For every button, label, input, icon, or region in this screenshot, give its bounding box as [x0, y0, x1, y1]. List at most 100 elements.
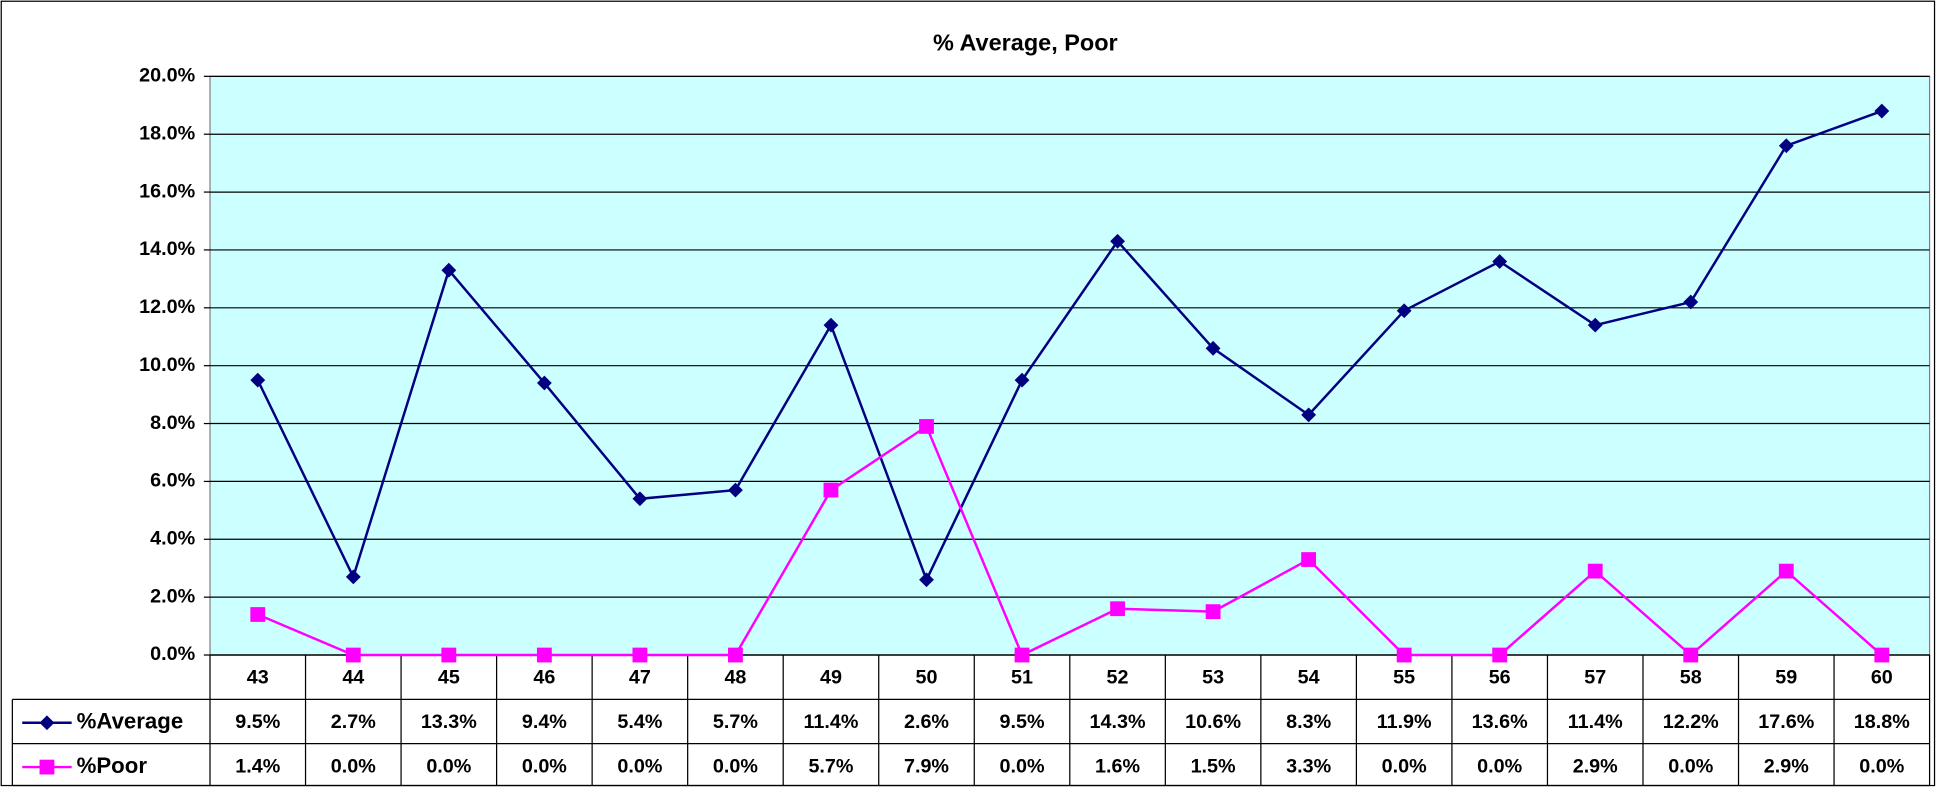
point — [1205, 604, 1221, 620]
data-label: 13.3% — [421, 711, 477, 733]
series-line — [256, 109, 1883, 583]
point — [1587, 563, 1603, 579]
data-label: 11.4% — [804, 711, 859, 733]
data-label: 1.4% — [235, 755, 280, 777]
x-tick-label: 59 — [1775, 667, 1797, 689]
data-label: 7.9% — [904, 755, 949, 777]
x-tick-label: 52 — [1107, 667, 1129, 689]
data-label: 18.8% — [1854, 711, 1910, 733]
data-label: 14.3% — [1090, 711, 1146, 733]
x-tick-label: 48 — [724, 667, 746, 689]
point — [39, 715, 55, 731]
x-tick-label: 44 — [342, 667, 364, 689]
data-label: 0.0% — [1382, 755, 1427, 777]
point — [1874, 103, 1890, 119]
data-label: 11.4% — [1568, 711, 1623, 733]
data-label: 0.0% — [426, 755, 471, 777]
data-label: 0.0% — [1668, 755, 1713, 777]
point — [728, 482, 743, 498]
data-label: 9.5% — [235, 711, 280, 733]
x-tick-label: 45 — [438, 667, 460, 689]
point — [1301, 552, 1317, 567]
y-tick-label: 10.0% — [139, 354, 195, 376]
x-tick-label: 50 — [916, 667, 938, 689]
y-tick-label: 8.0% — [150, 412, 195, 434]
data-label: 0.0% — [331, 755, 376, 777]
data-label: 9.4% — [522, 711, 567, 733]
x-tick-label: 56 — [1489, 667, 1511, 689]
data-label: 5.7% — [808, 755, 853, 777]
x-tick-label: 51 — [1011, 667, 1033, 689]
data-label: 12.2% — [1663, 711, 1719, 733]
point — [1205, 340, 1221, 356]
y-tick-label: 18.0% — [139, 122, 195, 144]
point — [536, 647, 552, 663]
data-label: 2.6% — [904, 711, 949, 733]
y-tick-label: 20.0% — [139, 65, 195, 87]
y-tick-label: 2.0% — [150, 585, 195, 607]
x-tick-label: 47 — [629, 667, 651, 689]
data-label: 0.0% — [522, 755, 567, 777]
data-label: 17.6% — [1758, 711, 1814, 733]
x-tick-label: 49 — [820, 667, 842, 689]
point — [632, 647, 648, 663]
point — [441, 262, 457, 278]
point — [632, 491, 648, 507]
x-tick-label: 54 — [1298, 667, 1320, 689]
x-tick-label: 53 — [1202, 667, 1224, 689]
x-tick-label: 58 — [1680, 667, 1702, 689]
point — [1301, 407, 1317, 423]
data-label: 2.7% — [331, 711, 376, 733]
point — [1110, 601, 1125, 617]
point — [1587, 317, 1603, 333]
point — [1683, 294, 1699, 310]
legend-label: %Poor — [77, 753, 148, 778]
point — [1014, 647, 1030, 663]
data-label: 8.3% — [1286, 711, 1331, 733]
point — [1396, 647, 1412, 663]
data-label: 0.0% — [1859, 755, 1904, 777]
data-label: 0.0% — [713, 755, 758, 777]
data-label: 5.4% — [617, 711, 662, 733]
y-tick-label: 14.0% — [139, 238, 195, 260]
point — [345, 647, 361, 663]
point — [39, 759, 55, 775]
series-line — [257, 424, 1883, 657]
chart-title: % Average, Poor — [933, 30, 1118, 56]
point — [823, 482, 839, 498]
point — [728, 647, 743, 663]
data-label: 11.9% — [1377, 711, 1432, 733]
data-label: 3.3% — [1286, 755, 1331, 777]
y-tick-label: 4.0% — [150, 528, 195, 550]
data-label: 1.5% — [1191, 755, 1236, 777]
point — [823, 317, 839, 333]
point — [441, 647, 457, 663]
x-tick-label: 55 — [1393, 667, 1415, 689]
x-tick-label: 57 — [1584, 667, 1606, 689]
point — [1396, 303, 1412, 319]
point — [1683, 647, 1699, 663]
data-label: 0.0% — [1000, 755, 1045, 777]
data-label: 0.0% — [1477, 755, 1522, 777]
y-tick-label: 0.0% — [150, 643, 195, 665]
point — [1778, 563, 1794, 579]
point — [536, 375, 552, 391]
data-label: 0.0% — [617, 755, 662, 777]
point — [919, 419, 934, 434]
data-label: 5.7% — [713, 711, 758, 733]
data-label: 9.5% — [1000, 711, 1045, 733]
x-tick-label: 60 — [1871, 667, 1893, 689]
y-tick-label: 12.0% — [139, 296, 195, 318]
x-tick-label: 46 — [533, 667, 555, 689]
y-tick-label: 6.0% — [150, 470, 195, 492]
point — [1492, 647, 1508, 663]
point — [250, 607, 266, 622]
data-label: 2.9% — [1573, 755, 1618, 777]
data-label: 2.9% — [1764, 755, 1809, 777]
data-label: 13.6% — [1472, 711, 1528, 733]
point — [919, 572, 934, 588]
point — [1110, 233, 1125, 249]
data-label: 10.6% — [1185, 711, 1241, 733]
legend-label: %Average — [77, 709, 184, 734]
point — [1874, 647, 1890, 663]
